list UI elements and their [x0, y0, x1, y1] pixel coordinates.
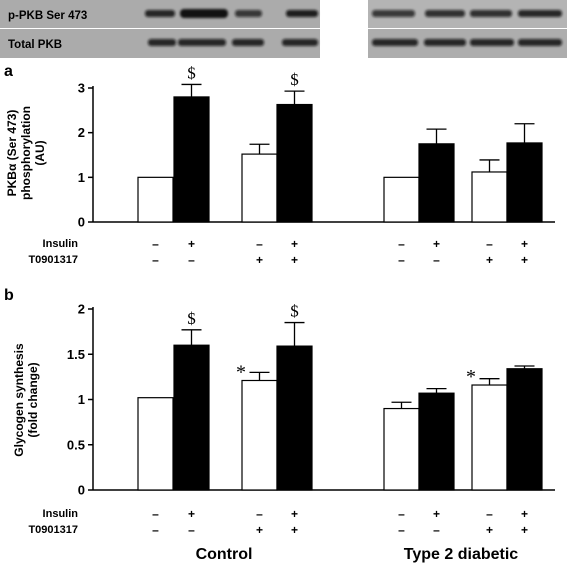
y-tick-label: 1: [78, 392, 85, 407]
t0901317-sign: +: [256, 523, 263, 537]
chart-b: 0 0.5 1 1.5 2 Glycogen synthesis (fold change)…: [12, 302, 555, 537]
y-tick-label: 1: [78, 170, 85, 185]
insulin-sign: +: [521, 507, 528, 521]
insulin-sign: –: [152, 237, 159, 251]
significance-marker: $: [290, 302, 299, 321]
t0901317-row-label: T0901317: [28, 524, 78, 536]
bar: [506, 142, 543, 223]
bar: [383, 407, 420, 491]
insulin-sign: +: [521, 237, 528, 251]
t0901317-sign: +: [521, 253, 528, 267]
y-tick-label: 2: [78, 125, 85, 140]
t0901317-row-label: T0901317: [28, 254, 78, 266]
y-axis-label-line: PKBα (Ser 473): [5, 110, 19, 197]
bar: [241, 153, 278, 223]
bar: [276, 345, 313, 491]
group-label-control: Control: [196, 546, 253, 563]
bar: [471, 384, 508, 491]
blot-band: [180, 9, 228, 18]
insulin-sign: –: [398, 507, 405, 521]
blot-band: [372, 10, 415, 17]
significance-marker: *: [236, 361, 246, 383]
bar: [137, 397, 174, 491]
t0901317-sign: –: [152, 253, 159, 267]
panel-letter-b: b: [4, 287, 14, 304]
insulin-sign: +: [433, 237, 440, 251]
insulin-sign: –: [398, 237, 405, 251]
y-axis-label-line: (AU): [33, 140, 47, 165]
y-tick-label: 0: [78, 483, 85, 498]
insulin-sign: +: [291, 237, 298, 251]
blot-band: [286, 10, 318, 17]
t0901317-sign: –: [188, 523, 195, 537]
bar: [137, 176, 174, 223]
y-tick-label: 1.5: [67, 347, 85, 362]
bar: [506, 368, 543, 491]
blot-label-total: Total PKB: [8, 39, 62, 51]
insulin-sign: +: [291, 507, 298, 521]
bar: [418, 392, 455, 491]
insulin-row-label: Insulin: [43, 238, 79, 250]
t0901317-sign: –: [152, 523, 159, 537]
insulin-sign: +: [433, 507, 440, 521]
insulin-sign: –: [486, 237, 493, 251]
insulin-row-label: Insulin: [43, 508, 79, 520]
blot-band: [282, 39, 318, 46]
blot-band: [178, 39, 226, 46]
significance-marker: $: [187, 309, 196, 328]
insulin-sign: –: [256, 237, 263, 251]
t0901317-sign: –: [433, 253, 440, 267]
t0901317-sign: +: [256, 253, 263, 267]
bar: [173, 344, 210, 491]
y-axis-label-line: phosphorylation: [19, 106, 33, 200]
blot-band: [372, 39, 418, 46]
blot-band: [470, 39, 514, 46]
t0901317-sign: –: [188, 253, 195, 267]
t0901317-sign: –: [398, 253, 405, 267]
t0901317-sign: +: [291, 253, 298, 267]
y-tick-label: 0: [78, 215, 85, 230]
blot-band: [148, 39, 176, 46]
significance-marker: $: [187, 63, 196, 82]
insulin-sign: –: [256, 507, 263, 521]
blot-band: [425, 10, 465, 17]
blot-band: [518, 10, 562, 17]
blot-band: [470, 10, 512, 17]
bar: [241, 379, 278, 491]
western-blot-images: p-PKB Ser 473 Total PKB: [0, 0, 567, 58]
y-axis-label-line: (fold change): [26, 362, 40, 437]
chart-a: 0 1 2 3 PKBα (Ser 473) phosphorylation (AU) $ $ I…: [5, 63, 555, 267]
y-tick-label: 2: [78, 302, 85, 317]
bar: [418, 143, 455, 223]
insulin-sign: +: [188, 507, 195, 521]
t0901317-sign: –: [398, 523, 405, 537]
blot-label-phospho: p-PKB Ser 473: [8, 10, 87, 22]
bar: [471, 171, 508, 223]
y-axis-label-line: Glycogen synthesis: [12, 343, 26, 457]
panel-letter-a: a: [4, 63, 13, 80]
bar: [276, 103, 313, 223]
blot-band: [518, 39, 562, 46]
insulin-sign: –: [486, 507, 493, 521]
insulin-sign: –: [152, 507, 159, 521]
insulin-sign: +: [188, 237, 195, 251]
y-tick-label: 3: [78, 81, 85, 96]
y-tick-label: 0.5: [67, 437, 85, 452]
t0901317-sign: +: [486, 253, 493, 267]
t0901317-sign: +: [486, 523, 493, 537]
blot-band: [235, 10, 262, 17]
t0901317-sign: –: [433, 523, 440, 537]
blot-band: [232, 39, 264, 46]
bar: [173, 96, 210, 223]
blot-band: [424, 39, 466, 46]
significance-marker: *: [466, 366, 476, 388]
t0901317-sign: +: [521, 523, 528, 537]
significance-marker: $: [290, 70, 299, 89]
bar: [383, 176, 420, 223]
t0901317-sign: +: [291, 523, 298, 537]
group-label-diabetic: Type 2 diabetic: [404, 546, 519, 563]
blot-band: [145, 10, 175, 17]
